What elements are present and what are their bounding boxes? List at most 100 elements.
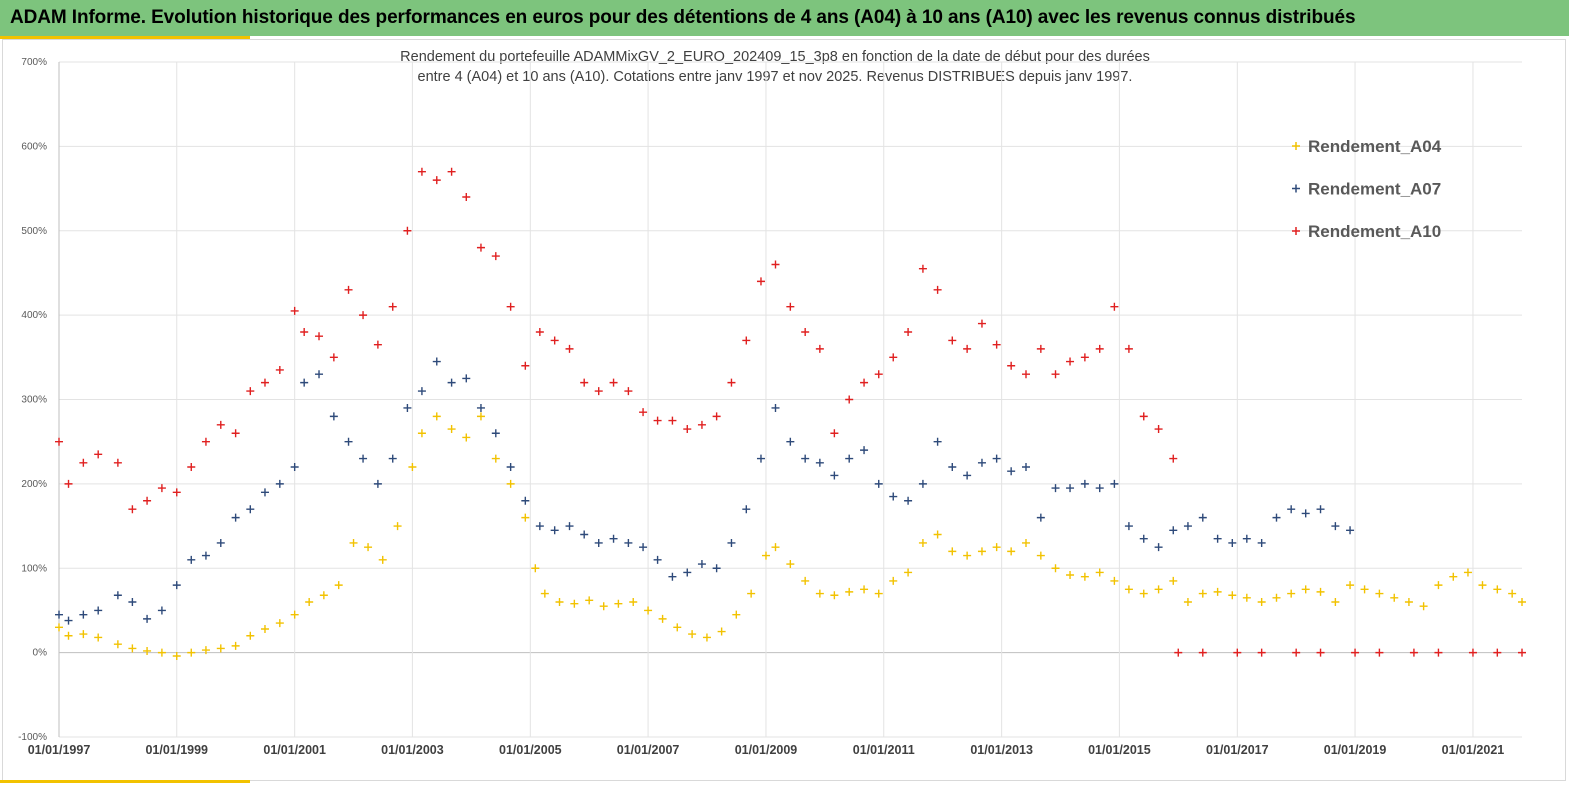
series-rendement-a04-point xyxy=(1287,589,1296,598)
series-rendement-a07-point xyxy=(1272,513,1281,522)
series-rendement-a07-point xyxy=(697,560,706,569)
series-rendement-a04-point xyxy=(521,513,530,522)
series-rendement-a07-point xyxy=(300,378,309,387)
series-rendement-a10-point xyxy=(344,285,353,294)
series-rendement-a07-point xyxy=(462,374,471,383)
x-tick-label: 01/01/2001 xyxy=(263,743,326,757)
series-rendement-a10-point xyxy=(187,463,196,471)
chart-title: Rendement du portefeuille ADAMMixGV_2_EU… xyxy=(250,47,1300,87)
series-rendement-a07-point xyxy=(580,530,589,539)
series-rendement-a04-point xyxy=(1154,585,1163,594)
series-rendement-a04-point xyxy=(1375,589,1384,598)
series-rendement-a10-point xyxy=(1351,648,1360,657)
series-rendement-a07-point xyxy=(1213,534,1222,543)
series-rendement-a07-point xyxy=(1124,522,1133,531)
series-rendement-a04-point xyxy=(260,625,269,633)
series-rendement-a10-point xyxy=(1051,370,1060,379)
series-rendement-a04-point xyxy=(1198,589,1207,598)
series-rendement-a07-point xyxy=(1316,505,1325,514)
series-rendement-a04-point xyxy=(1331,598,1340,606)
series-rendement-a10-point xyxy=(756,277,765,286)
series-rendement-a04-point xyxy=(644,606,653,615)
legend-label: Rendement_A10 xyxy=(1308,222,1441,241)
series-rendement-a07-point xyxy=(801,454,810,463)
series-rendement-a10-point xyxy=(231,429,240,438)
chart-frame xyxy=(2,39,1566,781)
series-rendement-a10-point xyxy=(113,458,122,467)
series-rendement-a04-point xyxy=(948,547,957,556)
series-rendement-a10-point xyxy=(683,425,692,434)
series-rendement-a07-point xyxy=(1036,513,1045,522)
x-tick-label: 01/01/2007 xyxy=(617,743,680,757)
series-rendement-a07-point xyxy=(1228,538,1237,547)
series-rendement-a07-point xyxy=(506,463,515,471)
series-rendement-a04-point xyxy=(1124,585,1133,594)
series-rendement-a10-point xyxy=(933,285,942,294)
series-rendement-a10-point xyxy=(447,167,456,176)
series-rendement-a07-point xyxy=(594,538,603,547)
series-rendement-a04-point xyxy=(432,412,441,421)
series-rendement-a10-point xyxy=(55,437,63,446)
series-rendement-a04-point xyxy=(1228,591,1237,600)
series-rendement-a10-point xyxy=(1124,344,1133,353)
series-rendement-a04-point xyxy=(801,576,810,585)
series-rendement-a04-point xyxy=(761,551,770,560)
series-rendement-a04-point xyxy=(1316,587,1325,596)
series-rendement-a10-point xyxy=(260,378,269,387)
series-rendement-a04-point xyxy=(1404,598,1413,606)
series-rendement-a07-point xyxy=(476,403,485,412)
series-rendement-a10-point xyxy=(1468,648,1477,657)
series-rendement-a07-point xyxy=(64,616,73,625)
series-rendement-a10-point xyxy=(1007,361,1016,370)
series-rendement-a04-point xyxy=(747,589,756,598)
series-rendement-a04-point xyxy=(1139,589,1148,598)
x-tick-label: 01/01/2021 xyxy=(1442,743,1505,757)
series-rendement-a04-point xyxy=(585,596,594,605)
series-rendement-a10-point xyxy=(1518,648,1526,657)
series-rendement-a07-point xyxy=(260,488,269,497)
series-rendement-a10-point xyxy=(609,378,618,387)
series-rendement-a07-point xyxy=(1331,522,1340,531)
series-rendement-a10-point xyxy=(727,378,736,387)
series-rendement-a10-point xyxy=(290,306,299,315)
series-rendement-a10-point xyxy=(1493,648,1502,657)
x-tick-label: 01/01/2013 xyxy=(970,743,1033,757)
series-rendement-a04-point xyxy=(673,623,682,632)
y-tick-label: 200% xyxy=(21,479,47,490)
series-rendement-a04-point xyxy=(889,576,898,585)
series-rendement-a07-point xyxy=(1169,526,1178,535)
series-rendement-a10-point xyxy=(1257,648,1266,657)
series-rendement-a04-point xyxy=(216,644,225,653)
series-rendement-a04-point xyxy=(447,425,456,434)
series-rendement-a04-point xyxy=(305,598,314,606)
series-rendement-a04-point xyxy=(918,538,927,547)
series-rendement-a04-point xyxy=(1080,572,1089,581)
series-rendement-a07-point xyxy=(187,555,196,564)
series-rendement-a10-point xyxy=(79,458,88,467)
series-rendement-a10-point xyxy=(216,420,225,429)
series-rendement-a07-point xyxy=(977,458,986,467)
series-rendement-a10-point xyxy=(786,302,795,311)
series-rendement-a04-point xyxy=(349,538,358,547)
series-rendement-a07-point xyxy=(756,454,765,463)
series-rendement-a10-point xyxy=(712,412,721,421)
series-rendement-a07-point xyxy=(624,538,633,547)
series-rendement-a10-point xyxy=(874,370,883,379)
series-rendement-a07-point xyxy=(1287,505,1296,514)
series-rendement-a07-point xyxy=(275,479,284,488)
series-rendement-a10-point xyxy=(403,226,412,235)
series-rendement-a04-point xyxy=(491,454,500,463)
chart-title-line1: Rendement du portefeuille ADAMMixGV_2_EU… xyxy=(400,49,1150,65)
series-rendement-a04-point xyxy=(732,610,741,619)
series-rendement-a10-point xyxy=(1434,648,1443,657)
series-rendement-a04-point xyxy=(94,633,103,642)
series-rendement-a04-point xyxy=(1183,598,1192,606)
series-rendement-a07-point xyxy=(373,479,382,488)
series-rendement-a10-point xyxy=(639,408,648,417)
series-rendement-a04-point xyxy=(815,589,824,598)
series-rendement-a04-point xyxy=(599,602,608,611)
series-rendement-a04-point xyxy=(476,412,485,421)
series-rendement-a10-point xyxy=(697,420,706,429)
series-rendement-a04-point xyxy=(688,630,697,639)
series-rendement-a04-point xyxy=(334,581,343,590)
